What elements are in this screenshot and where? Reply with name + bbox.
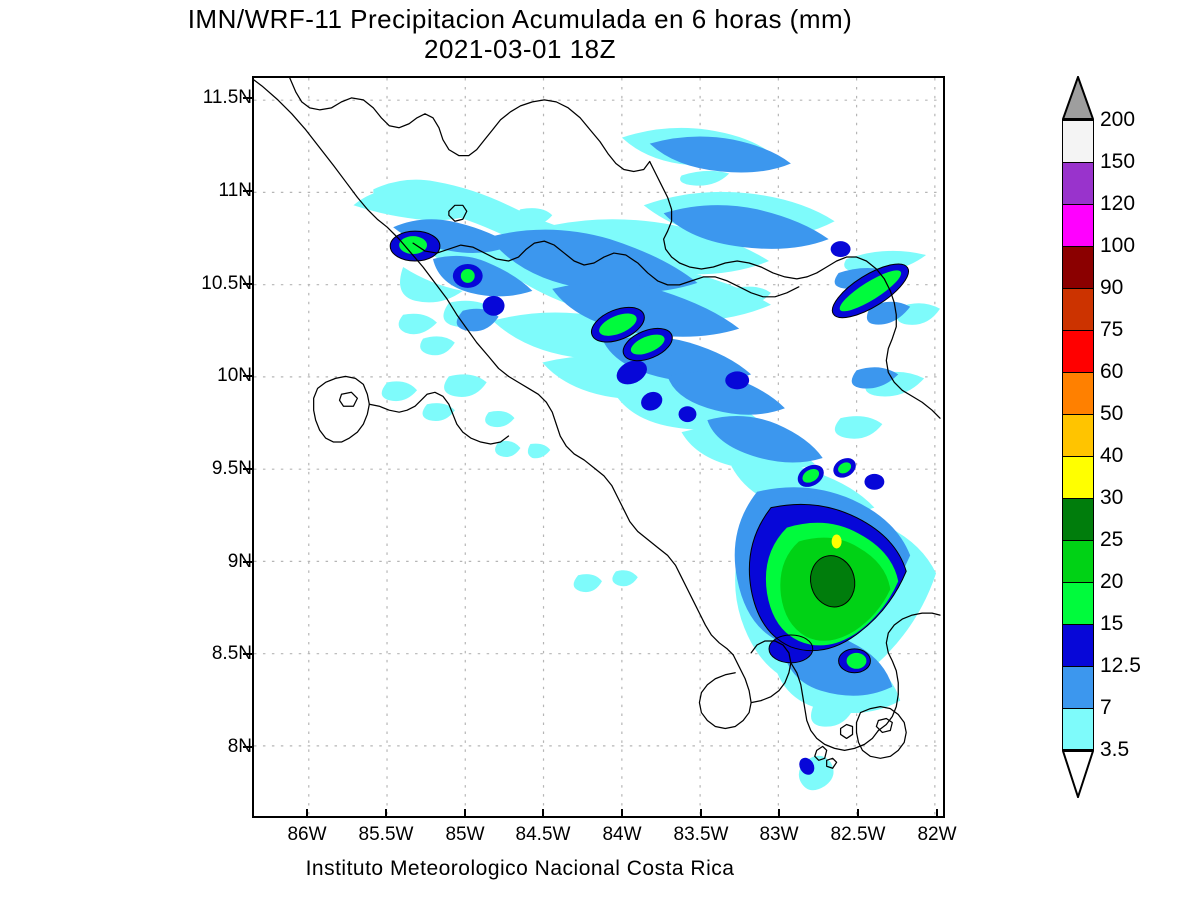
colorbar-swatch-90[interactable] [1062,288,1094,330]
x-tick-label-85-5w: 85.5W [358,824,414,845]
colorbar-swatch-30[interactable] [1062,498,1094,540]
colorbar-swatch-75[interactable] [1062,330,1094,372]
colorbar-label-75: 75 [1100,318,1124,341]
colorbar-label-40: 40 [1100,444,1124,467]
x-tick-label-83w: 83W [759,824,799,845]
y-tick-label-9-5n: 9.5N [211,458,252,479]
colorbar-label-20: 20 [1100,570,1124,593]
colorbar-label-120: 120 [1100,192,1136,215]
y-tick-mark [243,561,252,563]
x-tick-mark [621,809,623,818]
y-tick-label-8n: 8N [227,736,252,757]
x-tick-mark [385,809,387,818]
colorbar-label-7: 7 [1100,696,1112,719]
colorbar-swatch-120[interactable] [1062,204,1094,246]
chart-subtitle: 2021-03-01 18Z [423,34,617,64]
colorbar-over-arrow-icon [1062,76,1094,120]
colorbar-label-15: 15 [1100,612,1124,635]
y-tick-mark [243,190,252,192]
x-tick-label-83-5w: 83.5W [673,824,729,845]
y-tick-mark [243,653,252,655]
colorbar-label-150: 150 [1100,150,1136,173]
x-tick-label-82-5w: 82.5W [830,824,886,845]
colorbar-swatch-25[interactable] [1062,540,1094,582]
colorbar-under-arrow-icon [1062,750,1094,798]
colorbar-swatch-200[interactable] [1062,120,1094,162]
colorbar-swatch-100[interactable] [1062,246,1094,288]
x-tick-mark [700,809,702,818]
x-tick-mark [857,809,859,818]
x-tick-label-86w: 86W [287,824,327,845]
colorbar-label-25: 25 [1100,528,1124,551]
x-tick-label-84-5w: 84.5W [515,824,571,845]
colorbar-swatch-40[interactable] [1062,456,1094,498]
x-tick-label-84w: 84W [602,824,642,845]
x-tick-mark [542,809,544,818]
colorbar-label-90: 90 [1100,276,1124,299]
x-tick-label-85w: 85W [445,824,485,845]
colorbar-label-60: 60 [1100,360,1124,383]
x-tick-mark [778,809,780,818]
colorbar-label-3-5: 3.5 [1100,738,1130,761]
colorbar-swatch-50[interactable] [1062,414,1094,456]
x-tick-mark [936,809,938,818]
x-tick-mark [464,809,466,818]
map-canvas [254,78,943,816]
y-tick-label-10-5n: 10.5N [201,273,252,294]
y-tick-mark [243,746,252,748]
colorbar-swatch-15[interactable] [1062,624,1094,666]
colorbar-label-12-5: 12.5 [1100,654,1141,677]
colorbar-swatch-12-5[interactable] [1062,666,1094,708]
colorbar-swatch-20[interactable] [1062,582,1094,624]
y-tick-mark [243,375,252,377]
colorbar-swatch-60[interactable] [1062,372,1094,414]
y-tick-mark [243,468,252,470]
page-title: IMN/WRF-11 Precipitacion Acumulada en 6 … [187,4,853,34]
footer-credit: Instituto Meteorologico Nacional Costa R… [305,857,735,880]
coastline-overlay [254,78,941,769]
y-tick-label-9n: 9N [227,551,252,572]
x-tick-label-82w: 82W [917,824,957,845]
y-tick-mark [243,283,252,285]
y-tick-label-11-5n: 11.5N [202,87,252,108]
map-plot-area [252,76,945,818]
colorbar-label-200: 200 [1100,108,1136,131]
y-tick-label-8-5n: 8.5N [211,643,252,664]
y-tick-label-10n: 10N [217,365,252,386]
x-tick-mark [306,809,308,818]
colorbar-label-50: 50 [1100,402,1124,425]
chart-title-block: IMN/WRF-11 Precipitacion Acumulada en 6 … [0,4,1040,64]
y-tick-mark [243,97,252,99]
colorbar-label-100: 100 [1100,234,1136,257]
colorbar-label-30: 30 [1100,486,1124,509]
colorbar-swatch-7[interactable] [1062,708,1094,750]
colorbar-legend[interactable]: 200 150 120 100 90 75 60 50 40 30 25 20 … [1062,76,1141,806]
y-tick-label-11n: 11N [218,180,252,201]
colorbar-swatch-150[interactable] [1062,162,1094,204]
